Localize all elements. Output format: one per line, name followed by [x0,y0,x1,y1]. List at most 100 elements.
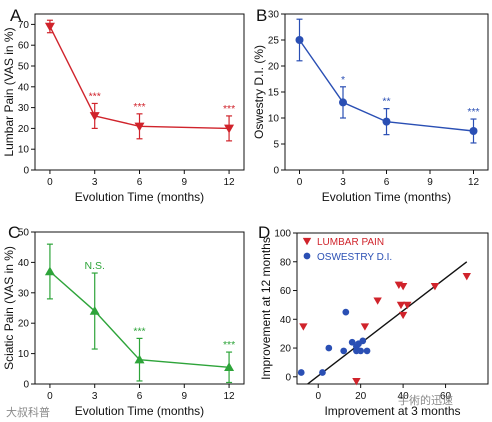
x-tick-label: 12 [224,391,236,402]
data-point [373,297,382,305]
data-point [357,347,365,355]
series-line [49,270,230,368]
y-axis-label: Lumbar Pain (VAS in %) [2,27,16,156]
legend-label: OSWESTRY D.I. [317,252,392,263]
y-tick-label: 30 [268,10,280,21]
y-tick-label: 20 [18,124,30,135]
data-point [348,338,356,346]
y-tick-label: 25 [268,36,280,47]
y-tick-label: 20 [18,319,30,330]
data-point [352,377,361,386]
significance-label: *** [223,339,235,351]
y-tick-label: 10 [18,349,30,360]
panel-d-correlation-chart: D 0 20 40 60 0 20 40 60 80 100 Improvement at 3 mon… [258,223,489,418]
x-tick-label: 12 [224,177,236,188]
y-axis-label: Oswestry D.I. (%) [252,45,266,139]
data-point [340,347,348,355]
significance-label: N.S. [85,260,105,272]
y-tick-label: 60 [18,41,30,52]
regression-line [307,261,468,385]
y-tick-label: 10 [18,145,30,156]
data-point [224,124,235,134]
panel-letter: B [256,6,267,25]
plot-frame [284,13,489,171]
data-point [462,272,471,281]
y-tick-label: 0 [23,380,29,391]
y-tick-label: 40 [18,258,30,269]
data-point [134,122,145,132]
data-point [299,323,308,331]
x-tick-label: 3 [92,177,98,188]
panel-a-lumbar-pain-chart: A 0 3 6 9 12 0 10 20 30 40 50 60 70 Evolution Time (mo… [2,6,245,204]
y-tick-label: 0 [23,166,29,177]
y-tick-label: 60 [280,286,292,297]
y-tick-label: 0 [285,372,291,383]
plot-frame [296,232,489,385]
panel-letter: A [10,6,22,25]
data-point [430,283,440,291]
watermark-left: 大叔科普 [6,406,50,419]
data-point [134,354,145,364]
data-point [295,36,304,44]
x-tick-label: 60 [440,391,452,402]
y-tick-label: 20 [268,62,280,73]
x-tick-label: 12 [468,177,480,188]
x-axis-label: Improvement at 3 months [324,404,460,418]
x-tick-label: 40 [398,391,410,402]
x-axis-label: Evolution Time (months) [322,190,451,204]
data-point [89,306,100,315]
x-tick-label: 6 [137,391,143,402]
x-tick-label: 9 [427,177,433,188]
data-point [297,369,305,376]
panel-letter: D [258,223,270,242]
significance-label: *** [133,325,145,337]
x-tick-label: 20 [355,391,367,402]
data-point [360,323,370,331]
legend-marker [302,237,312,246]
legend-marker [303,252,311,260]
panel-c-sciatic-pain-chart: C 0 3 6 9 12 0 10 20 30 40 50 Evolution Time (months… [2,223,245,418]
y-tick-label: 10 [268,114,280,125]
data-point [325,344,333,352]
data-point [469,127,478,135]
significance-label: *** [223,103,235,115]
y-tick-label: 50 [18,62,30,73]
data-point [342,308,350,316]
data-point [398,311,408,320]
data-point [363,347,371,355]
significance-label: * [341,74,345,86]
series-line [298,39,474,132]
y-tick-label: 40 [280,315,292,326]
x-tick-label: 9 [182,391,188,402]
x-tick-label: 0 [47,177,53,188]
legend-label: LUMBAR PAIN [317,237,384,248]
panel-letter: C [8,223,20,242]
y-tick-label: 20 [280,344,292,355]
significance-label: *** [467,106,479,118]
data-point [339,98,347,107]
plot-frame [34,13,245,171]
y-tick-label: 30 [18,288,30,299]
y-tick-label: 40 [18,82,30,93]
x-tick-label: 6 [384,177,390,188]
data-point [382,117,391,126]
x-axis-label: Evolution Time (months) [75,190,204,204]
y-tick-label: 30 [18,103,30,114]
data-point [403,301,412,310]
y-axis-label: Improvement at 12 months [259,237,273,380]
y-tick-label: 5 [273,140,279,151]
y-tick-label: 15 [268,88,280,99]
y-tick-label: 100 [274,229,291,240]
x-tick-label: 3 [92,391,98,402]
data-point [398,283,408,291]
data-point [359,337,367,345]
data-point [396,301,406,310]
x-tick-label: 0 [315,391,321,402]
y-axis-label: Sciatic Pain (VAS in %) [2,246,16,370]
data-point [44,266,55,276]
significance-label: ** [382,96,390,108]
x-tick-label: 6 [137,177,143,188]
x-tick-label: 0 [47,391,53,402]
series-line [49,26,230,130]
